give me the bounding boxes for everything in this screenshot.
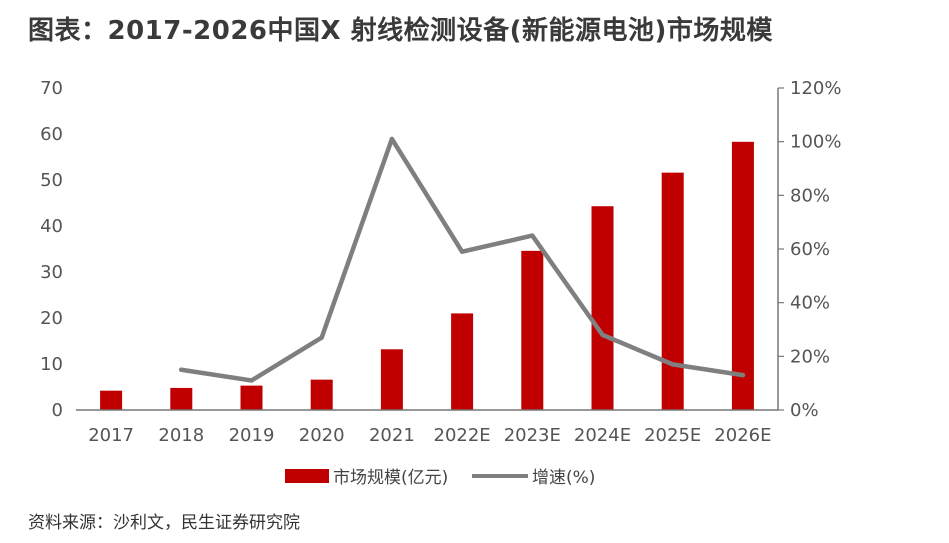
x-tick-label: 2021 [369, 425, 415, 446]
chart-title: 图表：2017-2026中国X 射线检测设备(新能源电池)市场规模 [28, 16, 773, 46]
line-point [249, 378, 254, 383]
bar [731, 141, 754, 410]
legend: 市场规模(亿元) 增速(%) [285, 468, 595, 488]
left-tick-label: 40 [40, 216, 63, 237]
bar [170, 387, 193, 410]
x-tick-label: 2018 [158, 425, 204, 446]
x-tick-label: 2019 [229, 425, 275, 446]
line-point [530, 233, 535, 238]
bar [380, 349, 403, 410]
line-series [179, 136, 746, 383]
line-point [459, 249, 465, 254]
line-point [670, 362, 675, 367]
left-tick-label: 0 [52, 400, 63, 421]
x-axis: 2017 2018 2019 2020 2021 2022E 2023E 2024E 2025E… [76, 409, 778, 446]
left-tick-label: 30 [40, 262, 63, 283]
source-note: 资料来源：沙利文，民生证券研究院 [28, 513, 300, 533]
x-tick-label: 2026E [714, 425, 771, 446]
line-point [179, 367, 184, 372]
line-point [319, 335, 324, 340]
right-tick-label: 100% [790, 132, 841, 153]
x-tick-label: 2017 [88, 425, 134, 446]
line-point [389, 136, 395, 142]
bar [451, 313, 474, 410]
bar [100, 390, 123, 410]
left-tick-label: 50 [40, 170, 63, 191]
x-tick-label: 2024E [574, 425, 631, 446]
legend-bar-swatch [285, 469, 329, 483]
left-tick-label: 10 [40, 354, 63, 375]
bar [661, 172, 684, 410]
right-tick-label: 40% [790, 293, 830, 314]
right-tick-label: 120% [790, 78, 841, 99]
x-tick-label: 2020 [299, 425, 345, 446]
line-point [600, 332, 605, 338]
right-axis: 0% 20% 40% 60% 80% 100% 120% [777, 78, 841, 421]
legend-bar-label: 市场规模(亿元) [333, 468, 448, 488]
x-tick-label: 2025E [644, 425, 701, 446]
bar [240, 385, 263, 410]
bar [310, 379, 333, 410]
right-tick-label: 80% [790, 185, 830, 206]
right-tick-label: 0% [790, 400, 819, 421]
line-point [740, 372, 746, 378]
left-tick-label: 60 [40, 124, 63, 145]
bar [521, 250, 544, 410]
right-tick-label: 60% [790, 239, 830, 260]
right-tick-label: 20% [790, 346, 830, 367]
bar [591, 206, 614, 410]
left-tick-label: 70 [40, 78, 63, 99]
x-tick-label: 2022E [434, 425, 491, 446]
left-axis: 0 10 20 30 40 50 60 70 [40, 78, 63, 421]
left-tick-label: 20 [40, 308, 63, 329]
legend-line-label: 增速(%) [532, 468, 595, 488]
bar-series [100, 141, 754, 410]
x-tick-label: 2023E [504, 425, 561, 446]
